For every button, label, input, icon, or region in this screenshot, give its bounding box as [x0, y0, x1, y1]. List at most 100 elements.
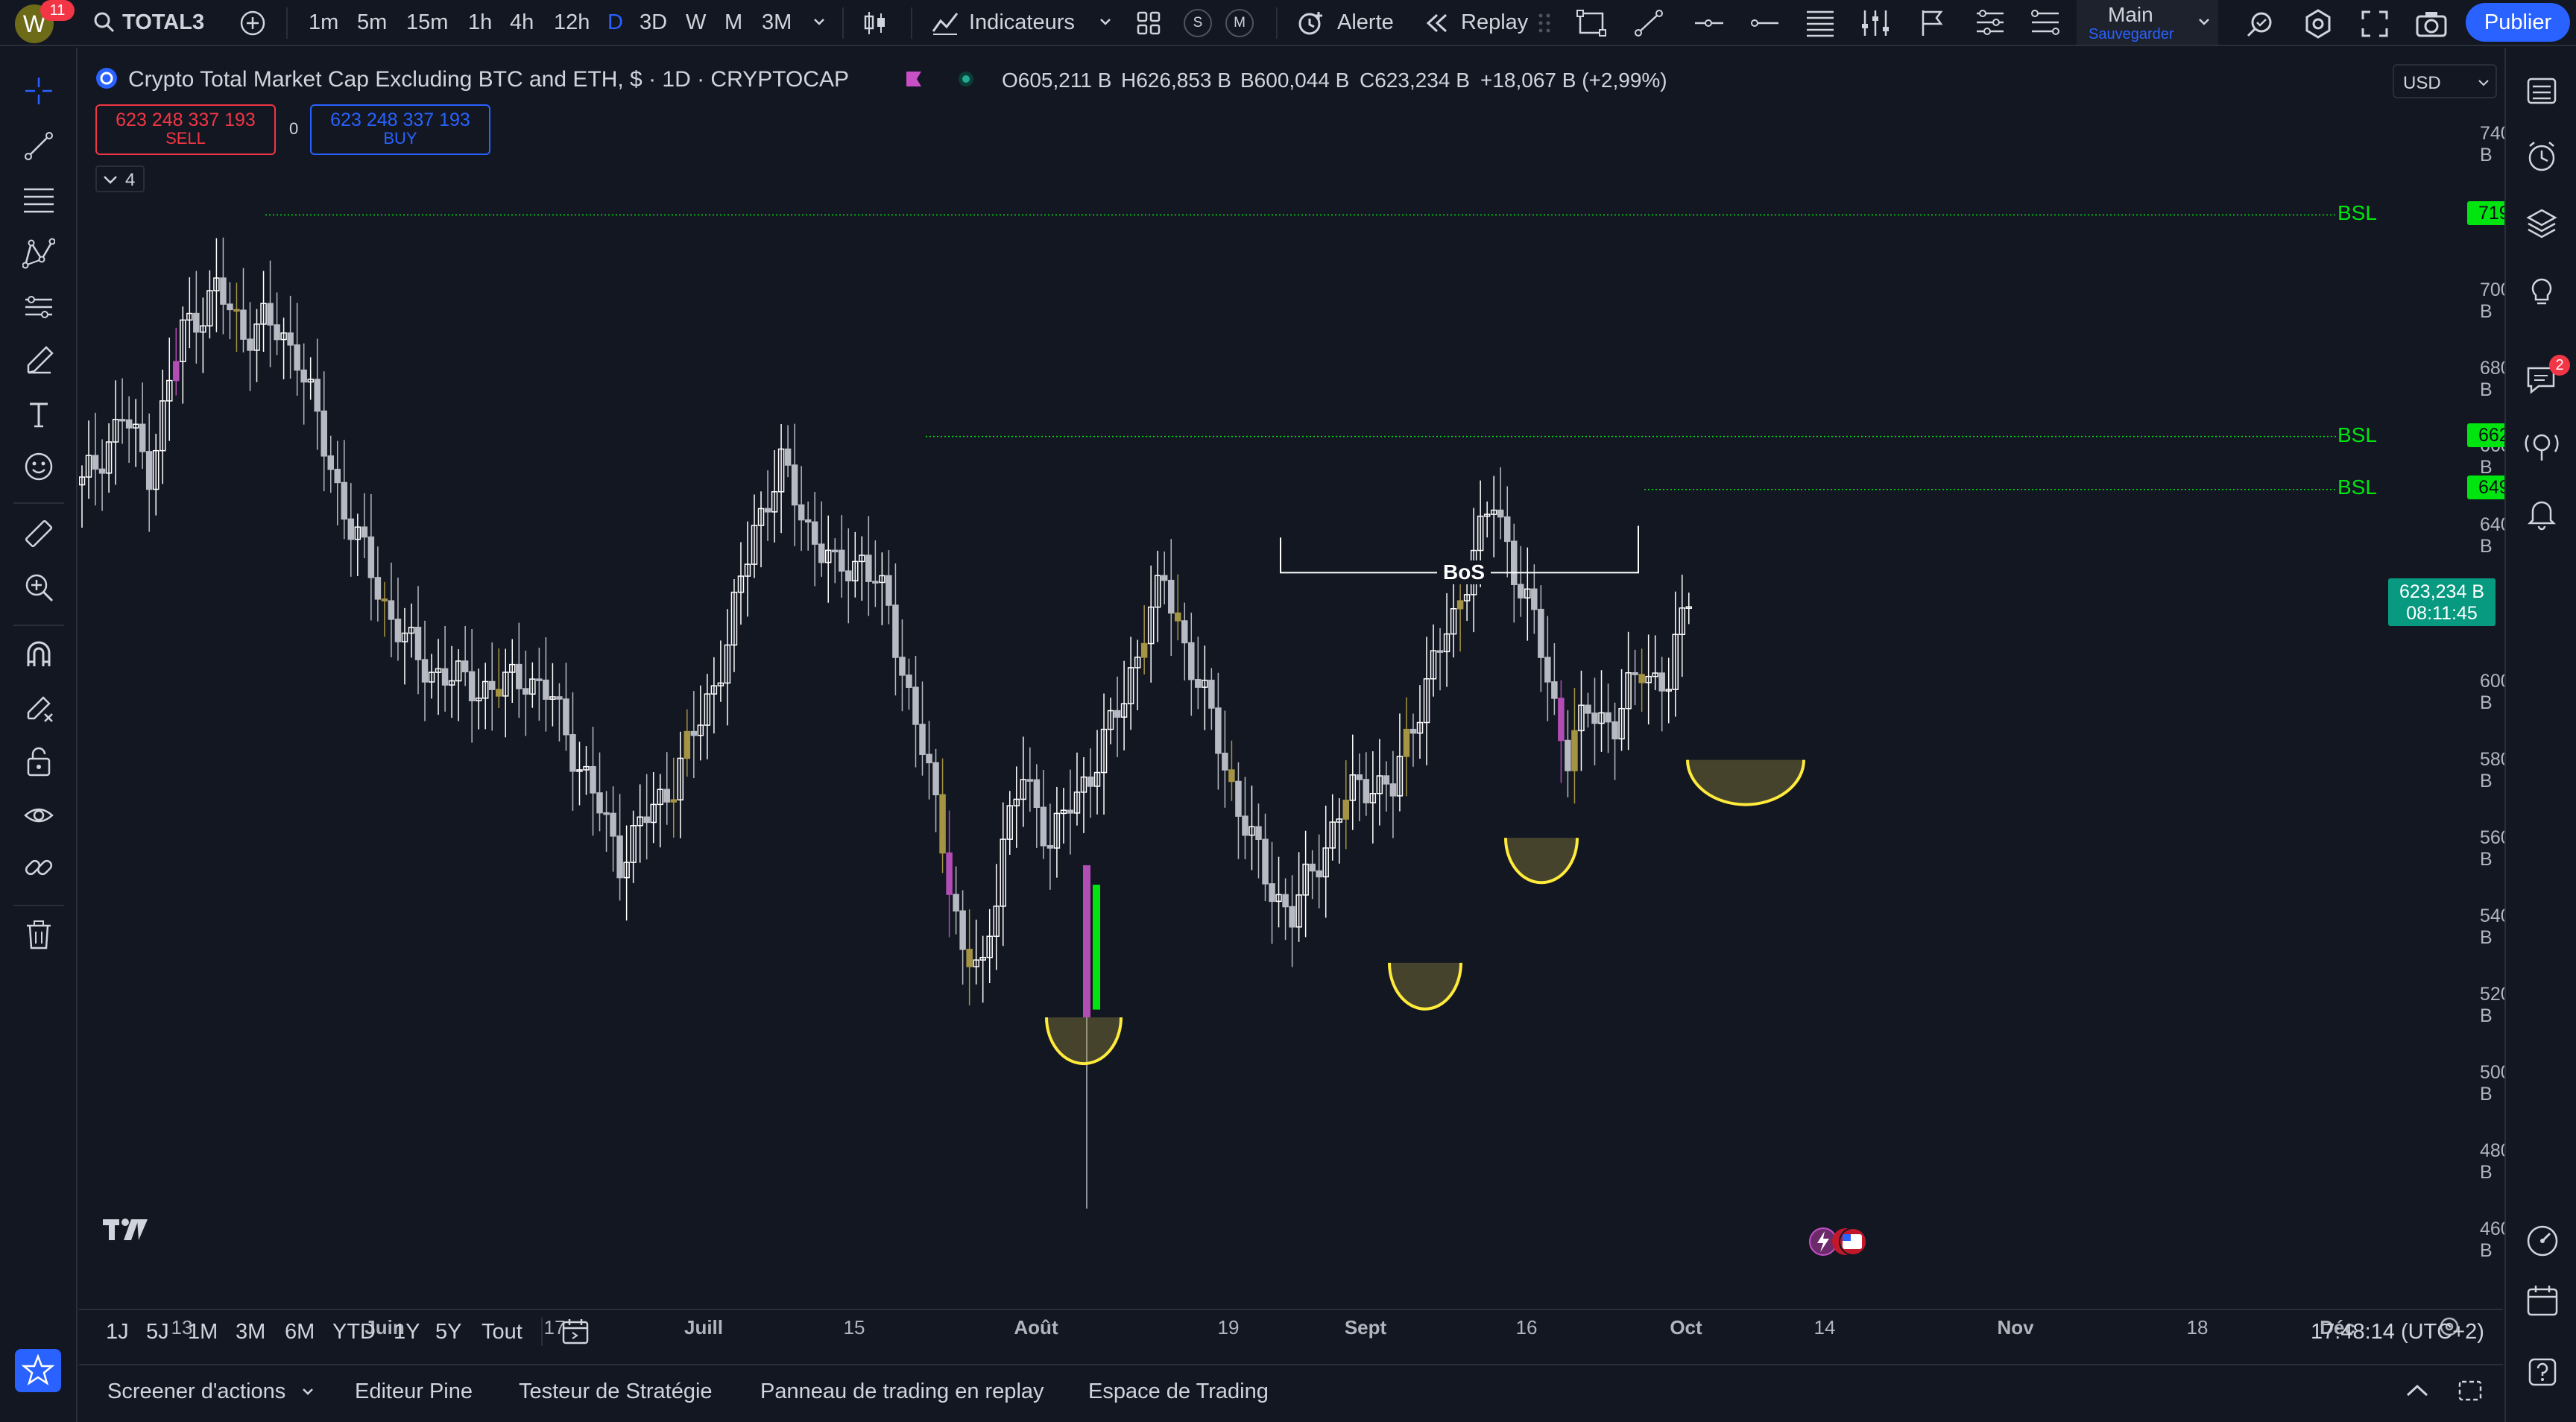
search-icon[interactable] — [92, 10, 116, 34]
notifications-bell-icon[interactable] — [2525, 496, 2558, 531]
streams-icon[interactable] — [2522, 429, 2561, 465]
camera-icon[interactable] — [2415, 9, 2448, 39]
tab-trading-panel[interactable]: Espace de Trading — [1088, 1380, 1269, 1403]
calendar-icon[interactable] — [2525, 1283, 2560, 1318]
legend-collapse-button[interactable]: 4 — [95, 165, 145, 192]
interval-3m[interactable]: 3M — [762, 10, 792, 34]
channel-tool-icon[interactable] — [2029, 7, 2062, 39]
symbol-search[interactable]: TOTAL3 — [122, 10, 205, 34]
ideas-lightbulb-icon[interactable] — [2525, 274, 2558, 307]
eye-icon[interactable] — [22, 799, 55, 832]
watchlist-icon[interactable] — [2525, 75, 2558, 107]
forecast-icon[interactable] — [22, 291, 55, 323]
layout-grid-icon[interactable] — [1136, 10, 1161, 36]
events-icon[interactable] — [1807, 1225, 1869, 1258]
object-tree-icon[interactable] — [2525, 207, 2558, 240]
replay-button[interactable]: Replay — [1461, 10, 1529, 34]
brush-icon[interactable] — [24, 344, 54, 377]
range-3m[interactable]: 3M — [236, 1320, 266, 1344]
timezone-clock[interactable]: 17:48:14 (UTC+2) — [2311, 1320, 2484, 1344]
publish-button[interactable]: Publier — [2466, 3, 2570, 42]
range-5d[interactable]: 5J — [146, 1320, 169, 1344]
alerts-clock-icon[interactable] — [2525, 140, 2558, 173]
tradingview-logo[interactable] — [101, 1216, 149, 1243]
interval-m[interactable]: M — [724, 10, 743, 34]
quick-search-icon[interactable] — [2245, 9, 2275, 39]
rectangle-tool-icon[interactable] — [1576, 9, 1607, 37]
interval-w[interactable]: W — [686, 10, 707, 34]
indicators-button[interactable]: Indicateurs — [969, 10, 1075, 34]
tab-replay-trading[interactable]: Panneau de trading en replay — [760, 1380, 1044, 1403]
flag-tool-icon[interactable] — [1919, 7, 1948, 39]
chevron-down-icon[interactable] — [812, 15, 826, 28]
range-all[interactable]: Tout — [482, 1320, 523, 1344]
chevron-down-icon[interactable] — [2197, 15, 2211, 28]
pattern-icon[interactable] — [22, 237, 55, 270]
chevron-up-icon[interactable] — [2405, 1380, 2430, 1401]
m-button[interactable]: M — [1225, 9, 1254, 37]
sell-button[interactable]: 623 248 337 193 SELL — [95, 104, 276, 155]
help-icon[interactable] — [2525, 1355, 2560, 1389]
long-position-icon[interactable] — [1860, 7, 1893, 39]
range-ytd[interactable]: YTD — [332, 1320, 376, 1344]
trash-icon[interactable] — [24, 918, 54, 951]
range-5y[interactable]: 5Y — [435, 1320, 462, 1344]
interval-12h[interactable]: 12h — [554, 10, 590, 34]
favorites-star-button[interactable] — [15, 1349, 61, 1392]
magnet-icon[interactable] — [22, 638, 55, 671]
alarm-icon[interactable] — [1295, 9, 1325, 37]
alert-button[interactable]: Alerte — [1337, 10, 1394, 34]
range-1d[interactable]: 1J — [106, 1320, 129, 1344]
pattern-tool-icon[interactable] — [1974, 7, 2007, 39]
ruler-icon[interactable] — [22, 517, 55, 550]
interval-5m[interactable]: 5m — [357, 10, 388, 34]
link-icon[interactable] — [22, 851, 55, 884]
crosshair-icon[interactable] — [24, 76, 54, 106]
interval-1m[interactable]: 1m — [309, 10, 339, 34]
emoji-icon[interactable] — [22, 450, 55, 483]
layout-panel[interactable] — [2077, 0, 2218, 45]
settings-gear-icon[interactable] — [2303, 9, 2333, 39]
drag-handle-icon[interactable] — [1537, 12, 1552, 34]
flag-icon[interactable] — [903, 69, 924, 89]
add-symbol-icon[interactable] — [239, 9, 267, 37]
horizontal-line-icon[interactable] — [1749, 9, 1780, 37]
indicators-icon[interactable] — [930, 9, 960, 37]
fullscreen-icon[interactable] — [2360, 9, 2390, 39]
candle-type-icon[interactable] — [862, 9, 888, 37]
chevron-down-icon[interactable] — [301, 1385, 315, 1398]
price-chart[interactable] — [79, 48, 2503, 1300]
interval-3d[interactable]: 3D — [640, 10, 668, 34]
trendline-tool-icon[interactable] — [1634, 9, 1664, 37]
chart-pane[interactable]: Crypto Total Market Cap Excluding BTC an… — [79, 48, 2575, 1339]
range-1y[interactable]: 1Y — [394, 1320, 420, 1344]
replay-icon[interactable] — [1425, 12, 1449, 34]
currency-select[interactable]: USD — [2393, 64, 2497, 98]
buy-button[interactable]: 623 248 337 193 BUY — [310, 104, 490, 155]
draw-mode-icon[interactable] — [22, 692, 55, 724]
interval-1h[interactable]: 1h — [468, 10, 493, 34]
zoom-in-icon[interactable] — [22, 571, 55, 604]
tab-pine-editor[interactable]: Editeur Pine — [355, 1380, 473, 1403]
dom-speedometer-icon[interactable] — [2525, 1224, 2560, 1258]
interval-15m[interactable]: 15m — [406, 10, 449, 34]
range-1m[interactable]: 1M — [188, 1320, 218, 1344]
tab-stock-screener[interactable]: Screener d'actions — [107, 1380, 286, 1403]
trendline-icon[interactable] — [24, 131, 54, 161]
go-to-date-icon[interactable] — [561, 1316, 590, 1346]
fib-tool-icon[interactable] — [1804, 7, 1837, 39]
fib-retracement-icon[interactable] — [22, 185, 55, 215]
symbol-title[interactable]: Crypto Total Market Cap Excluding BTC an… — [128, 67, 850, 92]
maximize-panel-icon[interactable] — [2457, 1377, 2484, 1404]
horizontal-ray-icon[interactable] — [1693, 9, 1725, 37]
axis-settings-icon[interactable] — [2437, 1315, 2461, 1339]
lock-icon[interactable] — [24, 745, 54, 778]
text-tool-icon[interactable] — [24, 398, 54, 431]
chevron-down-icon[interactable] — [1099, 15, 1112, 28]
interval-d[interactable]: D — [607, 10, 623, 34]
range-6m[interactable]: 6M — [285, 1320, 315, 1344]
interval-4h[interactable]: 4h — [510, 10, 534, 34]
tab-strategy-tester[interactable]: Testeur de Stratégie — [519, 1380, 713, 1403]
layout-name[interactable]: Main — [2108, 3, 2153, 26]
layout-save-status[interactable]: Sauvegarder — [2089, 26, 2174, 42]
